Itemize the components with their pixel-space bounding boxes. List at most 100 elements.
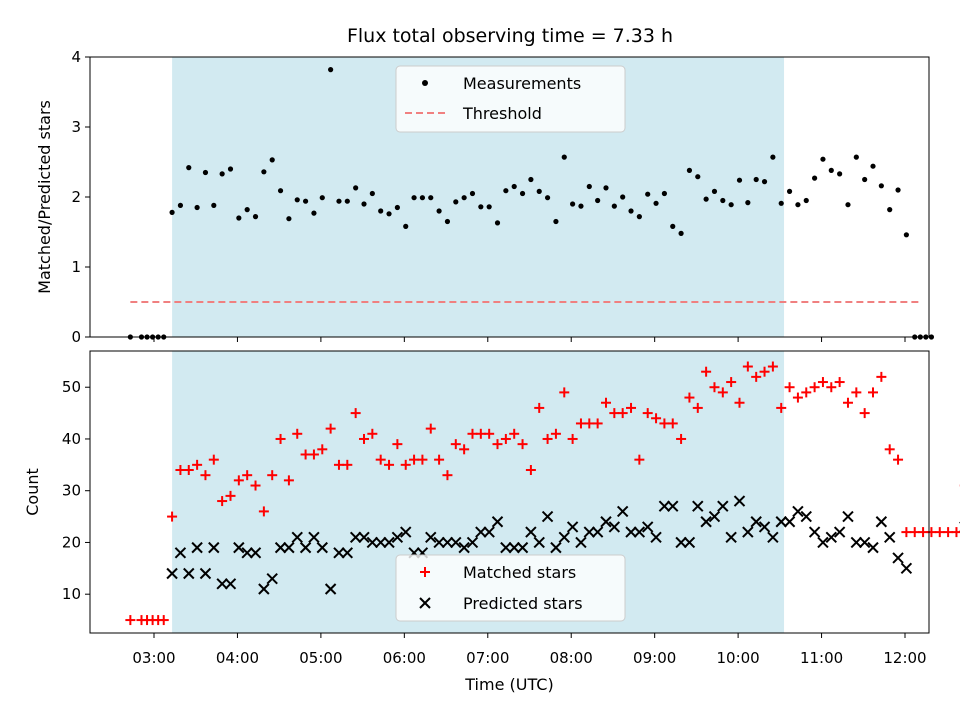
measurement-point xyxy=(227,166,234,172)
predicted-point-b xyxy=(900,562,913,575)
matched-point xyxy=(534,402,545,413)
predicted-point-b xyxy=(333,547,345,559)
measurement-point xyxy=(761,179,768,185)
predicted-point xyxy=(692,500,704,512)
predicted-point-b xyxy=(391,531,404,543)
measurement-point xyxy=(745,200,751,206)
predicted-point xyxy=(475,526,487,538)
matched-point xyxy=(901,527,912,538)
matched-point xyxy=(409,454,420,465)
predicted-point xyxy=(224,578,237,590)
matched-point xyxy=(684,392,695,403)
predicted-point-b xyxy=(441,536,454,549)
predicted-point-b xyxy=(892,552,904,564)
measurement-point xyxy=(503,188,509,194)
predicted-point xyxy=(558,531,570,543)
predicted-point xyxy=(900,562,913,575)
measurement-point xyxy=(244,207,250,213)
predicted-point xyxy=(767,531,779,543)
matched-point xyxy=(517,439,528,450)
predicted-point xyxy=(266,572,278,585)
predicted-point-b xyxy=(758,521,771,533)
measurement-point xyxy=(653,200,659,206)
predicted-point xyxy=(600,516,612,528)
matched-point xyxy=(951,527,960,538)
predicted-point-b xyxy=(475,526,487,538)
matched-point xyxy=(717,387,728,398)
measurement-point xyxy=(444,218,451,225)
measurement-point xyxy=(686,167,693,173)
measurement-point xyxy=(469,190,476,197)
matched-point xyxy=(893,454,904,465)
matched-point xyxy=(767,361,778,372)
predicted-point xyxy=(500,541,512,554)
predicted-point-b xyxy=(683,536,696,549)
matched-point xyxy=(859,408,870,419)
predicted-point xyxy=(458,541,470,554)
predicted-point xyxy=(658,500,671,512)
predicted-point-b xyxy=(625,526,637,538)
matched-point xyxy=(292,428,303,439)
threshold-legend-label: Threshold xyxy=(462,104,542,123)
predicted-point xyxy=(833,526,846,538)
matched-legend-label: Matched stars xyxy=(463,563,576,582)
matched-point xyxy=(367,428,378,439)
matched-point xyxy=(283,475,294,486)
predicted-point-b xyxy=(717,500,729,512)
measurement-point xyxy=(536,188,542,194)
predicted-point xyxy=(358,531,370,543)
predicted-point xyxy=(683,536,696,549)
matched-point xyxy=(659,418,670,429)
predicted-point xyxy=(625,526,637,538)
matched-point xyxy=(167,511,178,522)
predicted-point-b xyxy=(566,521,579,533)
predicted-point xyxy=(450,536,462,549)
measurement-point xyxy=(486,204,492,210)
matched-point xyxy=(350,408,361,419)
predicted-point-b xyxy=(525,526,537,538)
predicted-point xyxy=(758,521,771,533)
predicted-point-b xyxy=(466,536,479,549)
predicted-point-b xyxy=(224,578,237,590)
predicted-point-b xyxy=(258,583,270,595)
x-tick-label: 12:00 xyxy=(883,649,926,667)
measurement-point xyxy=(903,232,909,238)
predicted-point-b xyxy=(450,536,462,549)
matched-point xyxy=(183,465,194,476)
predicted-point xyxy=(667,500,679,512)
predicted-point xyxy=(650,531,662,543)
predicted-point xyxy=(575,536,587,549)
predicted-point-b xyxy=(174,547,187,559)
predicted-point xyxy=(850,536,863,549)
measurement-point xyxy=(461,195,467,201)
measurement-point xyxy=(211,202,217,208)
measurement-point xyxy=(703,196,709,202)
matched-point xyxy=(926,527,937,538)
matched-point xyxy=(300,449,311,460)
predicted-point-b xyxy=(241,547,253,559)
matched-point xyxy=(233,475,244,486)
x-tick-label: 11:00 xyxy=(800,649,843,667)
predicted-point-b xyxy=(633,526,646,538)
y-tick-label: 40 xyxy=(62,430,81,448)
measurement-point xyxy=(428,195,434,201)
measurement-point xyxy=(411,195,417,201)
predicted-point-b xyxy=(775,516,787,528)
predicted-point-b xyxy=(817,536,829,549)
predicted-point-b xyxy=(400,526,412,538)
predicted-point-b xyxy=(750,516,762,528)
matched-point xyxy=(225,490,236,501)
predicted-point-b xyxy=(458,541,470,554)
predicted-point-b xyxy=(191,541,203,554)
matched-point xyxy=(776,402,787,413)
matched-point xyxy=(759,366,770,377)
measurement-point xyxy=(369,190,375,197)
matched-point xyxy=(676,433,687,444)
predicted-point-b xyxy=(825,531,837,543)
predicted-point-b xyxy=(650,531,662,543)
predicted-point-b xyxy=(558,531,570,543)
ratio-series xyxy=(127,67,935,340)
predicted-point-b xyxy=(667,500,679,512)
y-tick-label: 3 xyxy=(71,118,81,136)
matched-point xyxy=(817,377,828,388)
